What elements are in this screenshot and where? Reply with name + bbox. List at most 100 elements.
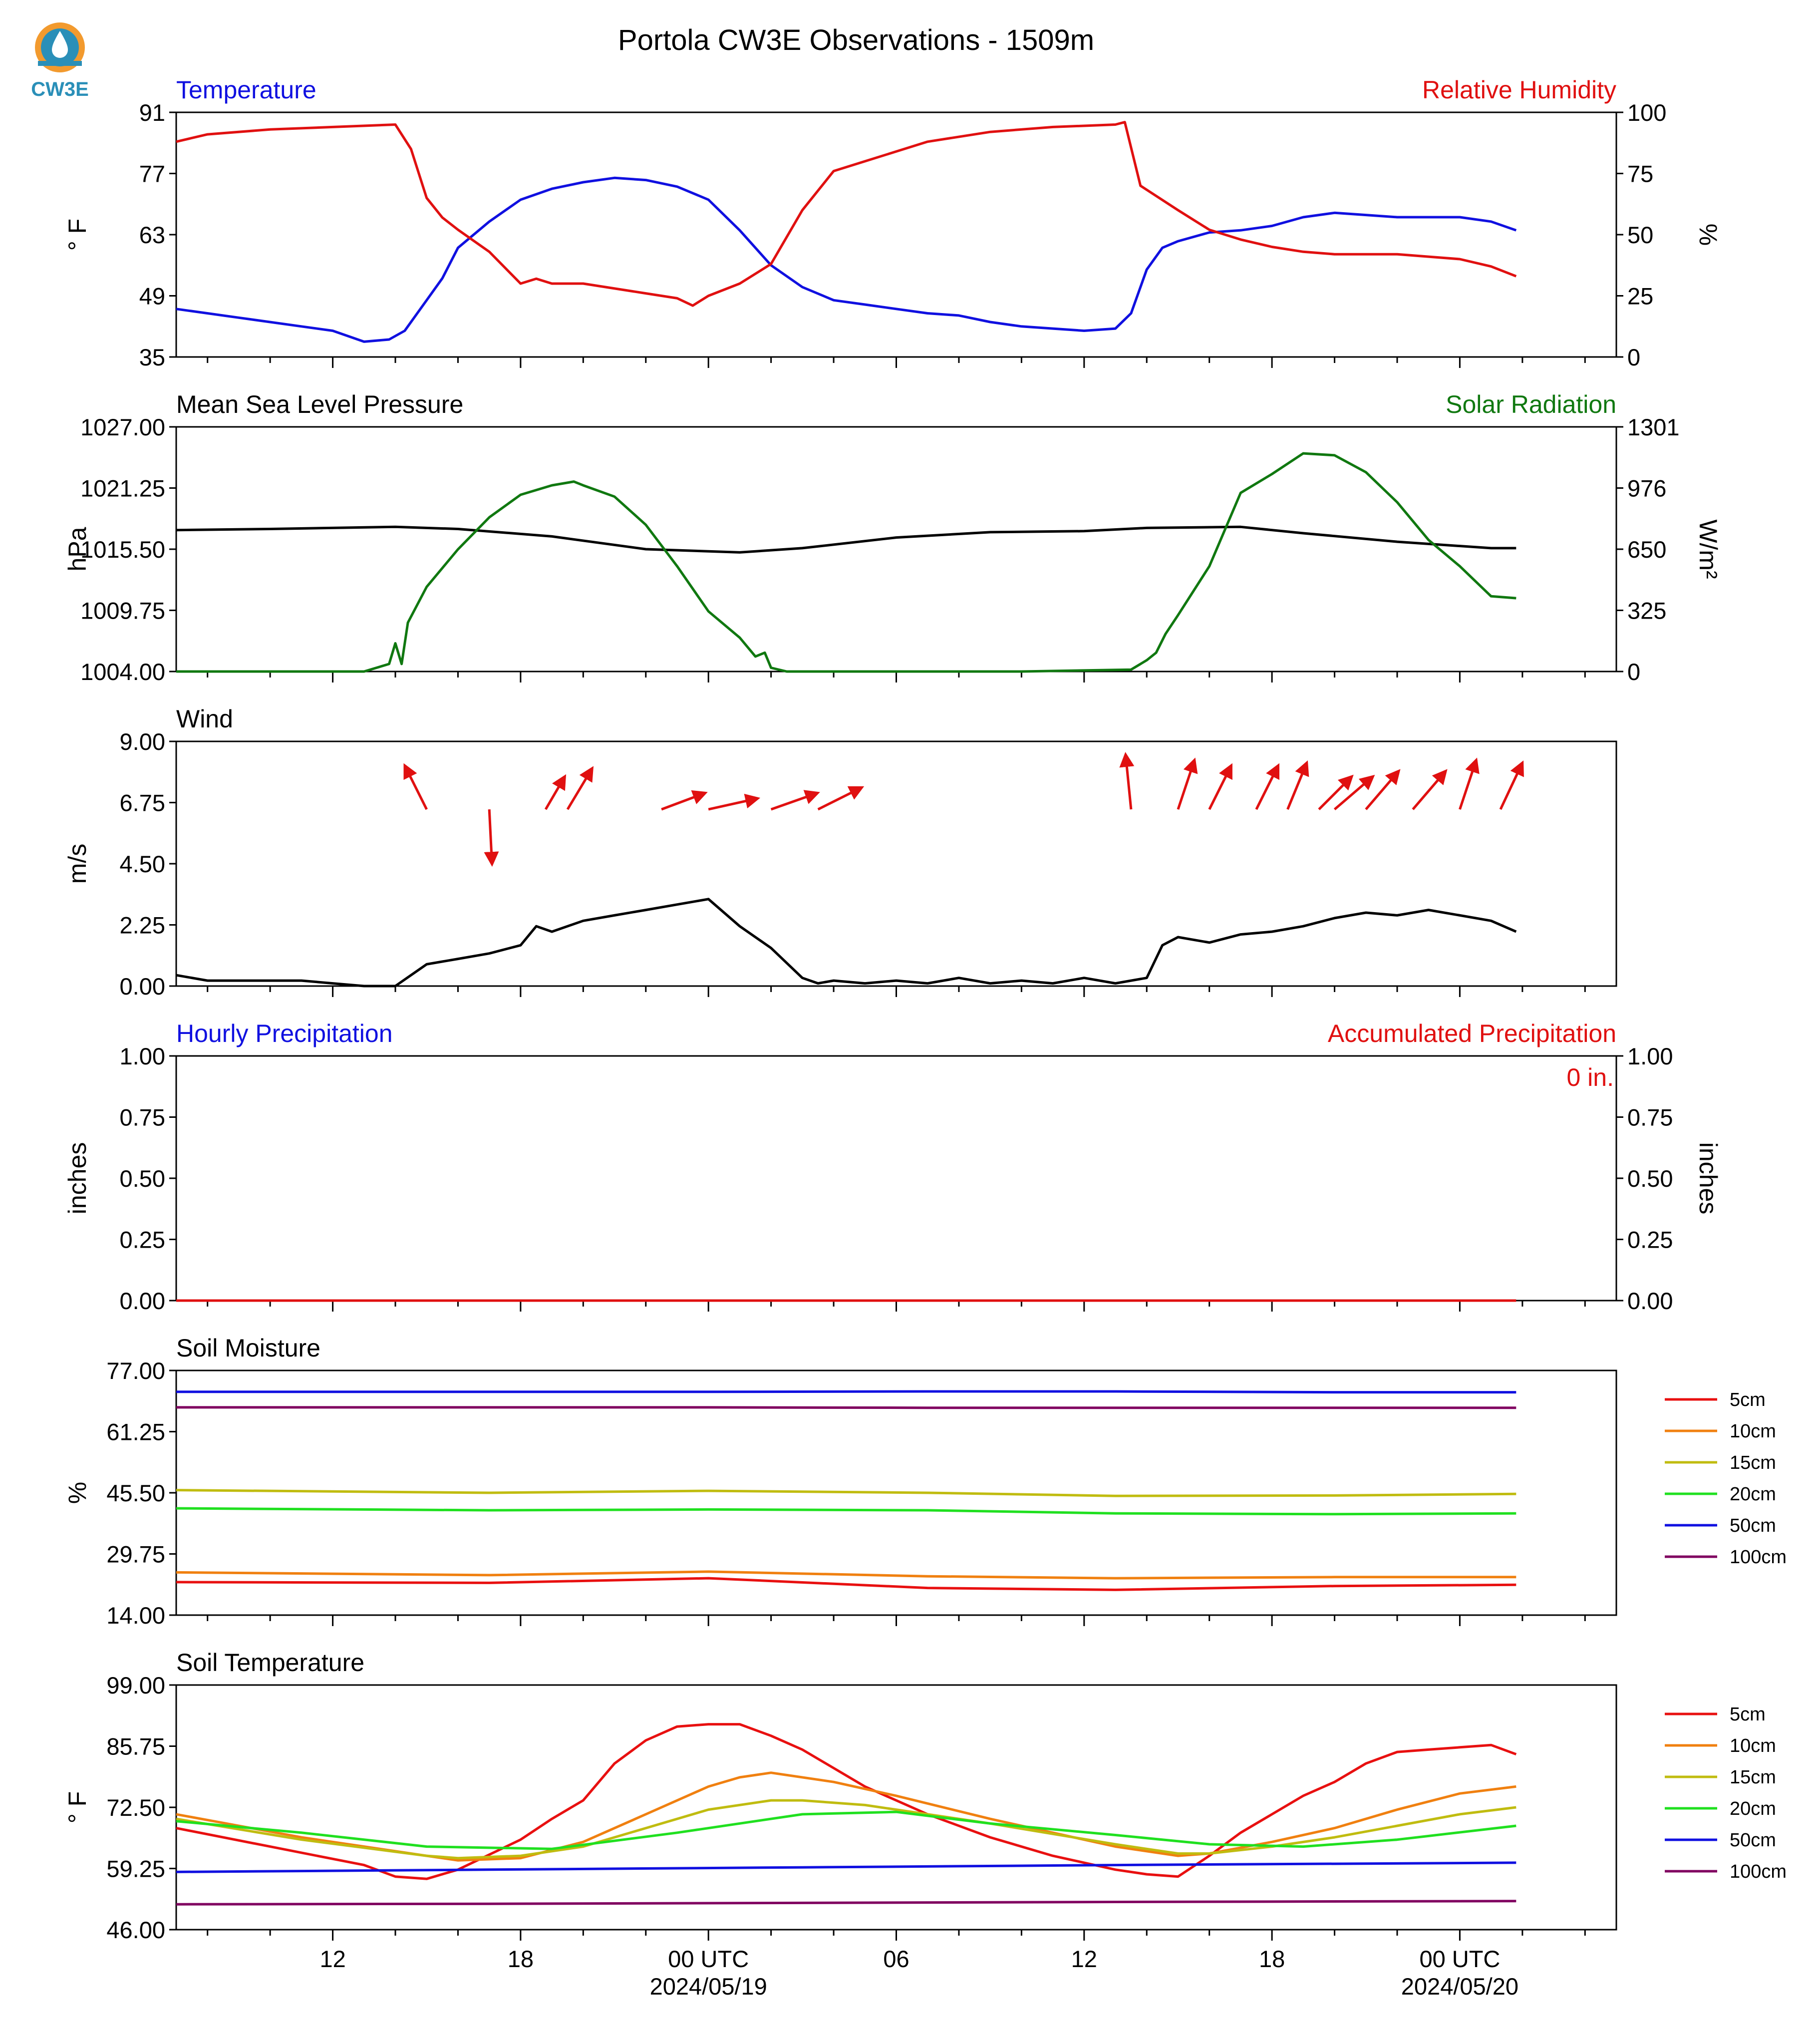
wind-vector	[1333, 774, 1375, 811]
panel-soil-moisture: Soil Moisture 77.00 61.25 45.50 29.75 14.00% 5…	[63, 1334, 1787, 1629]
x-date-label: 2024/05/20	[1401, 1973, 1518, 2000]
y-tick-label-right: 325	[1627, 598, 1666, 624]
legend-label: 100cm	[1730, 1861, 1787, 1882]
y-tick-label-left: 63	[139, 222, 165, 248]
cw3e-logo: CW3E	[31, 22, 89, 100]
legend-label: 50cm	[1730, 1830, 1776, 1851]
series-line-50cm	[176, 1861, 1517, 1873]
panel-wind: Wind 9.00 6.75 4.50 2.25 0.00 m/s	[63, 705, 1617, 1000]
y-tick-label-left: 35	[139, 344, 165, 370]
series-line-5cm	[176, 1577, 1517, 1591]
y-tick-label-left: 1009.75	[80, 598, 165, 624]
y-tick-label-right: 1.00	[1627, 1043, 1673, 1069]
series-line-15cm	[176, 1489, 1517, 1497]
series-line-10cm	[176, 1771, 1517, 1862]
y-tick-label-left: 1027.00	[80, 414, 165, 440]
wind-vector	[544, 774, 567, 810]
legend-label: 15cm	[1730, 1767, 1776, 1788]
plot-frame	[175, 426, 1617, 673]
y-tick-label-left: 1.00	[120, 1043, 165, 1069]
y-tick-label-left: 0.75	[120, 1104, 165, 1131]
series-line	[176, 121, 1517, 307]
y-tick-label-right: 0	[1627, 659, 1640, 685]
y-tick-label-right: 0	[1627, 344, 1640, 370]
panel-title-left: Temperature	[176, 76, 316, 104]
y-tick-label-left: 99.00	[106, 1672, 165, 1698]
wind-vector	[1177, 757, 1198, 810]
panel-temperature-humidity: Temperature Relative Humidity 91 77 63 49 35 10…	[63, 76, 1722, 370]
wind-vector	[1459, 757, 1480, 810]
y-tick-label-left: 91	[139, 99, 165, 126]
panel-title-left: Mean Sea Level Pressure	[176, 390, 463, 418]
y-axis-label-left: hPa	[63, 527, 91, 571]
panel-title-right: Accumulated Precipitation	[1328, 1019, 1616, 1047]
series-line-10cm	[176, 1570, 1517, 1580]
series-line-100cm	[176, 1900, 1517, 1906]
y-tick-label-left: 0.25	[120, 1227, 165, 1253]
y-axis-label-left: ° F	[63, 219, 91, 251]
y-tick-label-left: 1004.00	[80, 659, 165, 685]
figure-title: Portola CW3E Observations - 1509m	[618, 24, 1094, 56]
y-tick-label-right: 50	[1627, 222, 1653, 248]
series-line-20cm	[176, 1810, 1517, 1850]
wind-vector	[1318, 774, 1354, 810]
panel-title-right: Solar Radiation	[1446, 390, 1616, 418]
y-tick-label-left: 1021.25	[80, 475, 165, 502]
y-tick-label-left: 77	[139, 161, 165, 187]
legend-label: 20cm	[1730, 1484, 1776, 1505]
y-axis-label-right: W/m²	[1694, 519, 1722, 579]
series-line-100cm	[176, 1406, 1517, 1409]
droplet-icon	[52, 31, 68, 58]
y-tick-label-left: 46.00	[106, 1917, 165, 1943]
panel-precipitation: Hourly Precipitation Accumulated Precipit…	[63, 1019, 1722, 1314]
y-tick-label-left: 9.00	[120, 728, 165, 755]
y-tick-label-left: 0.50	[120, 1165, 165, 1192]
y-tick-label-left: 0.00	[120, 1288, 165, 1314]
y-tick-label-right: 650	[1627, 536, 1666, 563]
wind-vector	[770, 790, 820, 811]
y-tick-label-left: 49	[139, 283, 165, 310]
legend-label: 10cm	[1730, 1735, 1776, 1756]
x-tick-label: 12	[319, 1946, 345, 1972]
series-line	[176, 898, 1517, 988]
x-tick-label: 18	[1259, 1946, 1285, 1972]
wind-vector	[1365, 769, 1401, 810]
plot-frame	[175, 740, 1617, 987]
y-tick-label-right: 25	[1627, 283, 1653, 310]
x-tick-label: 12	[1071, 1946, 1097, 1972]
series-line-20cm	[176, 1507, 1517, 1516]
panels: Temperature Relative Humidity 91 77 63 49 35 10…	[63, 76, 1787, 2000]
y-tick-label-left: 29.75	[106, 1541, 165, 1568]
y-tick-label-left: 2.25	[120, 912, 165, 939]
y-axis-label-left: inches	[63, 1142, 91, 1215]
wind-vector	[817, 786, 865, 811]
plot-frame	[175, 1055, 1617, 1302]
y-tick-label-left: 59.25	[106, 1856, 165, 1882]
panel-pressure-solar: Mean Sea Level Pressure Solar Radiation 10…	[63, 390, 1722, 685]
panel-title-left: Wind	[176, 705, 233, 733]
y-axis-label-left: m/s	[63, 844, 91, 884]
x-tick-label: 06	[883, 1946, 909, 1972]
wind-vector	[1119, 752, 1135, 810]
legend-label: 5cm	[1730, 1704, 1766, 1725]
y-tick-label-left: 0.00	[120, 973, 165, 1000]
series-line-50cm	[176, 1390, 1517, 1394]
y-axis-label-left: ° F	[63, 1791, 91, 1823]
wind-vector	[1255, 763, 1279, 810]
panel-title-left: Soil Temperature	[176, 1649, 364, 1677]
y-tick-label-right: 0.00	[1627, 1288, 1673, 1314]
y-tick-label-right: 1301	[1627, 414, 1680, 440]
panel-soil-temperature: Soil Temperature 99.00 85.75 72.50 59.25 46.0…	[63, 1649, 1787, 2000]
wind-vector	[484, 809, 499, 867]
logo-text: CW3E	[31, 78, 89, 100]
y-tick-label-right: 976	[1627, 475, 1666, 502]
y-tick-label-left: 6.75	[120, 790, 165, 816]
wind-vector	[708, 793, 761, 811]
legend-label: 50cm	[1730, 1515, 1776, 1536]
y-tick-label-right: 0.50	[1627, 1165, 1673, 1192]
legend-label: 15cm	[1730, 1452, 1776, 1473]
wind-vector	[661, 790, 708, 811]
wind-vector	[566, 766, 594, 810]
x-date-label: 2024/05/19	[650, 1973, 767, 2000]
